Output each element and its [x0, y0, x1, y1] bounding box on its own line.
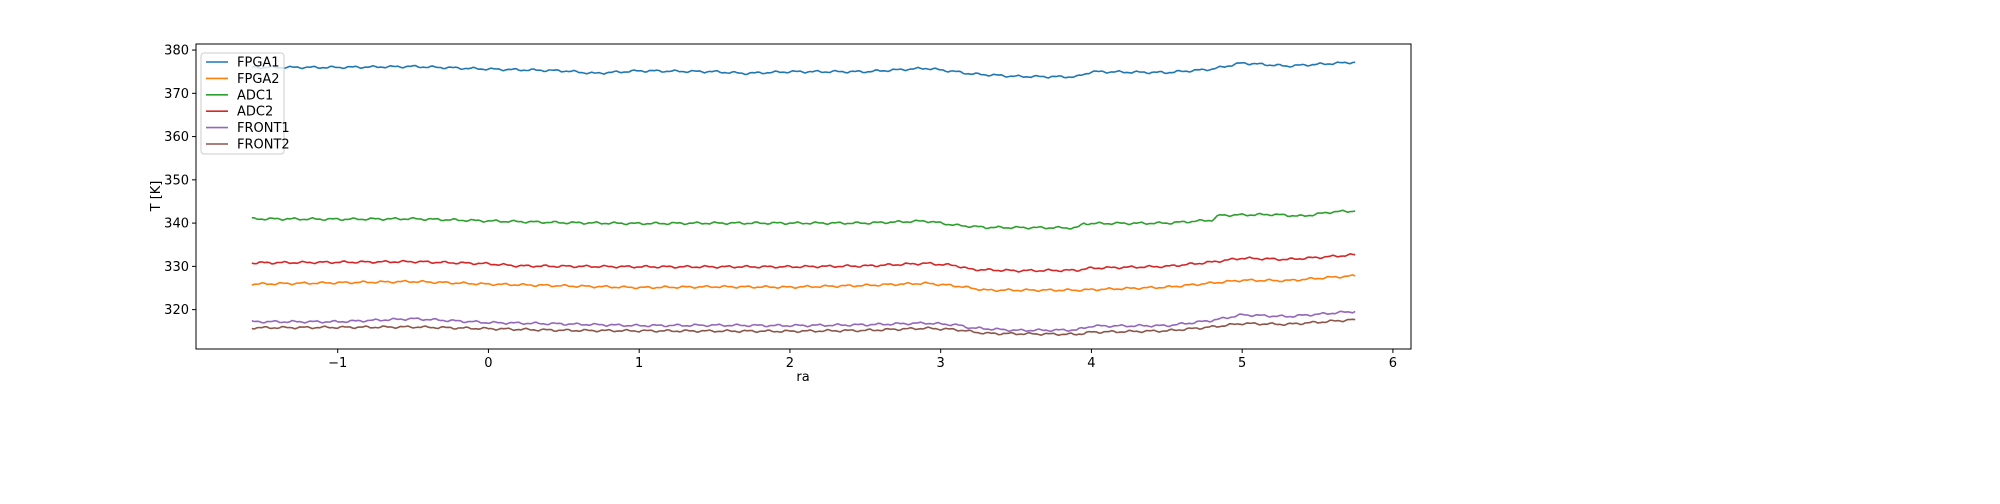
x-tick-label: 6 — [1389, 356, 1397, 371]
y-tick-label: 360 — [164, 130, 189, 145]
x-tick-label: 1 — [635, 356, 643, 371]
x-tick-label: 0 — [484, 356, 492, 371]
y-tick-label: 320 — [164, 303, 189, 318]
x-tick-label: −1 — [328, 356, 347, 371]
y-tick-label: 370 — [164, 87, 189, 102]
x-tick-label: 3 — [937, 356, 945, 371]
series-layer — [251, 61, 1356, 337]
y-tick-label: 330 — [164, 260, 189, 275]
series-line-fpga2 — [251, 274, 1356, 293]
series-line-front2 — [251, 318, 1356, 337]
x-axis-label: ra — [796, 370, 809, 385]
series-line-fpga1 — [251, 61, 1356, 79]
legend-label: FPGA1 — [237, 56, 280, 71]
y-axis-label: T [K] — [149, 181, 164, 213]
y-tick-label: 350 — [164, 173, 189, 188]
y-axis: 320 330 340 350 360 370 380 — [164, 44, 196, 318]
legend-label: FPGA2 — [237, 72, 280, 87]
legend-label: FRONT1 — [237, 121, 290, 136]
plot-frame — [195, 43, 1412, 350]
x-tick-label: 4 — [1087, 356, 1095, 371]
x-axis: −1 0 1 2 3 4 5 6 — [328, 349, 1397, 371]
x-tick-label: 2 — [786, 356, 794, 371]
legend-label: FRONT2 — [237, 138, 290, 153]
series-line-adc2 — [251, 253, 1356, 273]
x-tick-label: 5 — [1238, 356, 1246, 371]
legend-label: ADC2 — [237, 105, 273, 120]
legend-label: ADC1 — [237, 88, 273, 103]
y-tick-label: 380 — [164, 44, 189, 59]
series-line-adc1 — [251, 209, 1356, 230]
series-line-front1 — [251, 310, 1356, 333]
y-tick-label: 340 — [164, 217, 189, 232]
